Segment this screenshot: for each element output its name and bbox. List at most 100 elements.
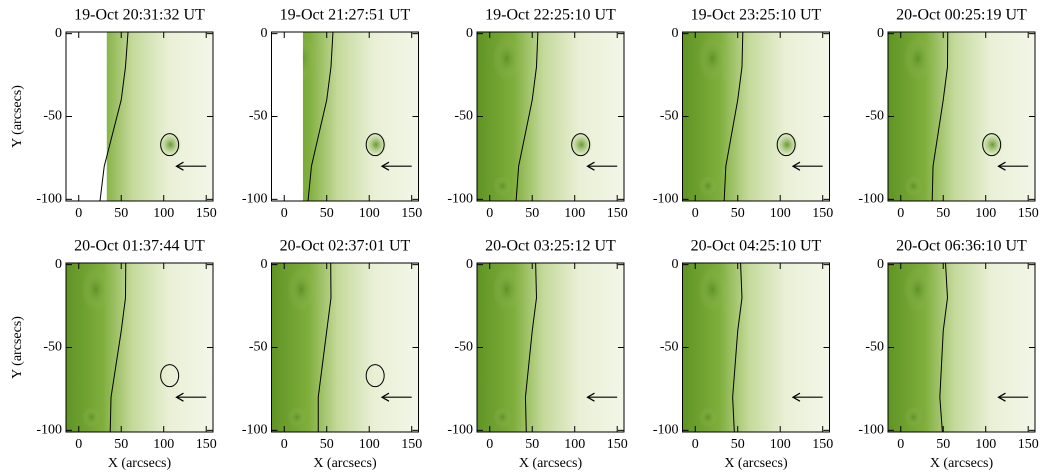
dark-patch: [81, 267, 110, 312]
spot: [365, 132, 388, 157]
panel-title: 19-Oct 20:31:32 UT: [74, 7, 205, 24]
arrow-head: [380, 392, 390, 402]
y-tick-label: 0: [261, 26, 268, 41]
x-axis-label: X (arcsecs): [108, 456, 172, 471]
y-tick-label: -100: [36, 192, 62, 207]
y-tick-label: -100: [653, 423, 679, 438]
panel-title: 20-Oct 00:25:19 UT: [896, 7, 1027, 24]
contour: [732, 263, 743, 432]
x-tick-label: 0: [692, 437, 699, 452]
dark-patch: [698, 36, 727, 81]
contour: [571, 133, 591, 157]
y-tick-label: -100: [653, 192, 679, 207]
image: [66, 32, 213, 201]
panel-title: 20-Oct 06:36:10 UT: [896, 238, 1027, 255]
x-tick-label: 0: [281, 437, 288, 452]
x-tick-label: 50: [320, 206, 334, 221]
panel-title: 20-Oct 01:37:44 UT: [74, 238, 205, 255]
contour: [109, 263, 127, 432]
x-tick-label: 50: [731, 206, 745, 221]
dark-patch: [698, 407, 717, 428]
arrow-head: [380, 161, 390, 171]
image: [682, 263, 830, 432]
y-tick-label: -100: [242, 423, 268, 438]
image: [477, 263, 624, 432]
x-tick-label: 0: [281, 206, 288, 221]
x-tick-label: 100: [975, 437, 996, 452]
arrow-head: [791, 392, 801, 402]
contour: [307, 32, 334, 201]
x-tick-label: 0: [486, 437, 493, 452]
contour: [939, 263, 948, 432]
x-tick-label: 0: [75, 437, 82, 452]
dark-patch: [904, 407, 923, 428]
x-tick-label: 150: [401, 437, 422, 452]
panel-title: 19-Oct 23:25:10 UT: [691, 7, 822, 24]
y-tick-label: -50: [454, 340, 473, 355]
panel-title: 20-Oct 03:25:12 UT: [485, 238, 616, 255]
x-tick-label: 50: [936, 437, 950, 452]
x-tick-label: 100: [153, 437, 174, 452]
y-tick-label: 0: [672, 257, 679, 272]
y-tick-label: -50: [43, 109, 62, 124]
x-tick-label: 150: [812, 437, 833, 452]
dark-patch: [698, 176, 717, 197]
x-tick-label: 100: [564, 206, 585, 221]
y-tick-label: 0: [466, 26, 473, 41]
contour: [982, 133, 1002, 157]
x-axis-label: X (arcsecs): [313, 456, 377, 471]
spot: [159, 132, 182, 157]
y-tick-label: -50: [660, 340, 679, 355]
x-tick-label: 50: [731, 437, 745, 452]
dark-patch: [287, 267, 316, 312]
x-tick-label: 100: [564, 437, 585, 452]
x-tick-label: 50: [525, 437, 539, 452]
y-tick-label: 0: [672, 26, 679, 41]
arrow-head: [175, 392, 184, 402]
image: [271, 32, 419, 201]
contour: [515, 32, 539, 201]
y-tick-label: -100: [447, 192, 473, 207]
x-tick-label: 150: [196, 437, 217, 452]
y-tick-label: 0: [55, 257, 62, 272]
y-tick-label: 0: [55, 26, 62, 41]
contour: [160, 364, 180, 388]
x-axis-label: X (arcsecs): [930, 456, 994, 471]
x-tick-label: 100: [770, 206, 791, 221]
arrow-head: [791, 161, 801, 171]
dark-patch: [904, 176, 923, 197]
x-tick-label: 0: [75, 206, 82, 221]
y-tick-label: 0: [261, 257, 268, 272]
image: [888, 263, 1035, 432]
x-tick-label: 0: [486, 206, 493, 221]
contour: [776, 133, 796, 157]
dark-patch: [698, 267, 727, 312]
x-tick-label: 150: [196, 206, 217, 221]
x-tick-label: 50: [320, 437, 334, 452]
x-tick-label: 50: [525, 206, 539, 221]
y-tick-label: 0: [466, 257, 473, 272]
x-tick-label: 150: [401, 206, 422, 221]
spot: [570, 132, 593, 157]
x-tick-label: 100: [153, 206, 174, 221]
contour: [524, 263, 537, 432]
x-axis-label: X (arcsecs): [519, 456, 583, 471]
dark-patch: [82, 407, 101, 428]
x-tick-label: 100: [975, 206, 996, 221]
y-tick-label: -100: [36, 423, 62, 438]
x-tick-label: 100: [359, 437, 380, 452]
x-tick-label: 150: [607, 437, 628, 452]
dark-patch: [903, 267, 932, 312]
y-tick-label: -50: [249, 109, 268, 124]
y-tick-label: -50: [865, 340, 884, 355]
arrow-head: [997, 392, 1006, 402]
contour: [365, 364, 385, 388]
dark-patch: [493, 176, 512, 197]
image: [66, 263, 213, 432]
contour: [365, 133, 385, 157]
image: [477, 32, 624, 201]
x-tick-label: 100: [770, 437, 791, 452]
spot: [981, 132, 1004, 157]
x-tick-label: 150: [1018, 437, 1039, 452]
blank: [66, 32, 107, 201]
